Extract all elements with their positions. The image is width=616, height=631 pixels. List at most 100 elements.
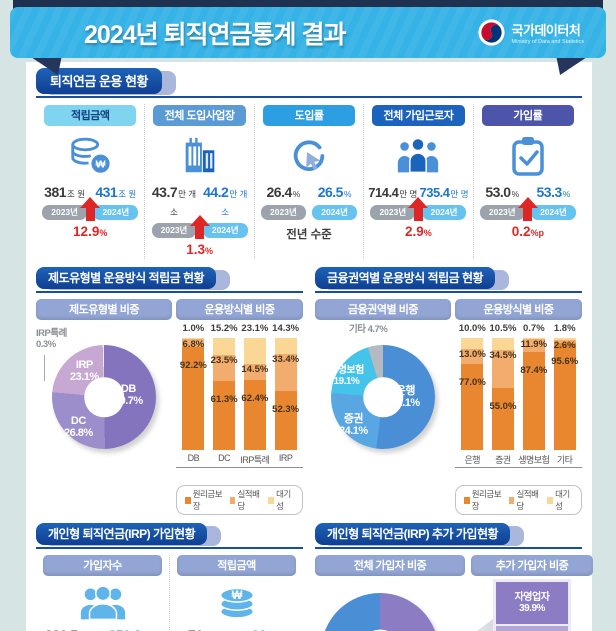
up-arrow-icon bbox=[517, 197, 539, 221]
prev-unit: 조 원 bbox=[67, 189, 86, 199]
bar-segment-label: 55.0% bbox=[489, 401, 517, 413]
header-band: 2024년 퇴직연금통계 결과 국가데이터처 Ministry of Data … bbox=[10, 7, 606, 58]
bar-category-label: IRP특례 bbox=[240, 455, 270, 465]
bar-top-label: 15.2% bbox=[210, 323, 238, 334]
section3-title: 금융권역별 운용방식 적립금 현황 bbox=[315, 267, 496, 289]
bar-segment bbox=[553, 338, 576, 341]
donut-label-securities: 증권 24.1% bbox=[339, 413, 368, 438]
section1-header: 퇴직연금 운용 현황 bbox=[36, 68, 582, 98]
donut-label-irp: IRP 23.1% bbox=[70, 359, 99, 384]
bar-segment: 2.6% bbox=[553, 340, 576, 351]
prev-value-block: 714.4만 명 2023년 bbox=[367, 184, 418, 220]
bar-segment bbox=[213, 338, 236, 356]
bar-column: 23.1% 14.5% 62.4% IRP특례 bbox=[240, 323, 271, 468]
section2-panel: 제도유형별 운용방식 적립금 현황 제도유형별 비중 DB 49.7% DC 26.… bbox=[36, 267, 303, 515]
prev-year-badge: 2023년 bbox=[479, 205, 525, 220]
bar-segment-label: 14.5% bbox=[241, 363, 269, 375]
change-rate: 0.2%p bbox=[511, 224, 544, 239]
bar-top-label: 14.3% bbox=[272, 323, 300, 334]
curr-value-block: 359.2만 명 2024년 bbox=[103, 627, 167, 631]
curr-value: 431 bbox=[95, 184, 118, 200]
total-subscribers-donut-chart bbox=[321, 593, 439, 631]
svg-text:₩: ₩ bbox=[231, 590, 242, 602]
bar-top-label: 23.1% bbox=[241, 323, 269, 334]
legend-swatch bbox=[464, 496, 470, 504]
change-rate: 1.3% bbox=[186, 242, 213, 257]
bar-segment-label: 87.4% bbox=[520, 365, 548, 377]
taegeuk-emblem-icon bbox=[477, 19, 505, 46]
bar-segment: 23.5% bbox=[210, 355, 238, 382]
curr-year-badge: 2024년 bbox=[531, 205, 576, 220]
prev-year-badge: 2023년 bbox=[42, 205, 87, 220]
target-cursor-icon bbox=[258, 130, 360, 182]
prev-value: 381 bbox=[44, 184, 67, 200]
kpi-values: 381조 원 2023년 431조 원 2024년 bbox=[39, 184, 141, 221]
workers-icon bbox=[367, 130, 469, 182]
bar-segment-label: 11.9% bbox=[520, 338, 548, 350]
change-note: 전년 수준 bbox=[286, 229, 332, 241]
curr-value-block: 26.5% 2024년 bbox=[309, 184, 360, 220]
bar-segment: 13.0% bbox=[459, 349, 486, 364]
change-rate: 2.9% bbox=[405, 224, 432, 239]
bar-segment: 61.3% bbox=[211, 381, 238, 450]
prev-value-block: 381조 원 2023년 bbox=[39, 184, 90, 220]
bar-segment: 33.4% bbox=[272, 354, 300, 392]
section4-header: 개인형 퇴직연금(IRP) 가입현황 bbox=[36, 523, 303, 549]
bar-category-label: IRP bbox=[278, 453, 293, 463]
bar-segment bbox=[274, 338, 297, 355]
coins-won-icon: ₩ bbox=[39, 130, 141, 182]
donut-label-etc: 기타 4.7% bbox=[349, 324, 388, 335]
prev-value-block: 76조 원 2023년 bbox=[173, 627, 237, 631]
kpi-card-row: 적립금액 ₩ 381조 원 2023년 bbox=[36, 104, 582, 259]
financial-sector-donut-block: 금융권역별 비중 은행 52.1% 증권 24.1% 생명보험 19.1% 기타 4.… bbox=[315, 299, 451, 515]
bar-top-label: 10.5% bbox=[489, 323, 517, 334]
bar-segment: 92.2% bbox=[180, 346, 207, 450]
bar-segment: 11.9% bbox=[520, 338, 548, 353]
bar-segment: 55.0% bbox=[489, 388, 517, 450]
x-axis bbox=[176, 467, 303, 468]
bar-top-label: 10.0% bbox=[458, 323, 486, 334]
stack-segment: 퇴직금제도38.8% bbox=[496, 626, 568, 631]
bar-column: 1.8% 2.6% 95.6% 기타 bbox=[549, 323, 580, 468]
curr-value-block: 99조 원 2024년 bbox=[237, 627, 301, 631]
section5-panel: 개인형 퇴직연금(IRP) 추가 가입현황 전체 가입자 비중 추가45.6% … bbox=[315, 523, 593, 631]
bar-top-label: 1.0% bbox=[182, 323, 205, 334]
kpi-card-header: 적립금액 bbox=[44, 105, 137, 126]
curr-year-badge: 2024년 bbox=[202, 223, 248, 238]
clipboard-check-icon bbox=[477, 130, 579, 182]
prev-value-block: 321.5만 명 2023년 bbox=[39, 627, 103, 631]
financial-sector-stacked-bar-chart: 10.0% 13.0% 77.0% 은행 10.5% 34.5% 55.0% 증권 0.7% 11… bbox=[455, 323, 582, 483]
section4-panel: 개인형 퇴직연금(IRP) 가입현황 가입자수 bbox=[36, 523, 303, 631]
bar-segment-label: 2.6% bbox=[553, 340, 576, 352]
bar-segment-label: 95.6% bbox=[551, 355, 579, 367]
total-subscribers-donut-block: 전체 가입자 비중 추가45.6% 기존54.4% bbox=[315, 555, 465, 631]
bar-category-label: 은행 bbox=[464, 455, 481, 465]
bar-segment-label: 23.5% bbox=[210, 355, 238, 367]
bars-subheader: 운용방식별 비중 bbox=[176, 299, 303, 320]
people-group-icon bbox=[39, 579, 166, 625]
card-subheader: 적립금액 bbox=[177, 555, 296, 576]
legend: 원리금보장 실적배당 대기성 bbox=[176, 485, 303, 515]
bar-category-label: 기타 bbox=[556, 455, 573, 465]
donut-label-dc: DC 26.8% bbox=[64, 415, 93, 440]
curr-value-block: 53.3% 2024년 bbox=[528, 184, 579, 220]
section2-header: 제도유형별 운용방식 적립금 현황 bbox=[36, 267, 303, 293]
bar-column: 1.0% 6.8% 92.2% DB bbox=[178, 323, 209, 468]
kpi-card-header: 가입률 bbox=[481, 105, 575, 126]
section3-header: 금융권역별 운용방식 적립금 현황 bbox=[315, 267, 582, 293]
agency-logo: 국가데이터처 Ministry of Data and Statistics bbox=[477, 19, 584, 46]
irp-reserve-card: 적립금액 ₩ 76조 원 2023 bbox=[169, 555, 303, 631]
bar-segment-label: 33.4% bbox=[272, 354, 300, 366]
change-rate: 12.9% bbox=[73, 224, 108, 239]
curr-unit: 조 원 bbox=[118, 189, 137, 199]
legend-swatch bbox=[508, 496, 515, 504]
bar-segment: 77.0% bbox=[459, 363, 486, 450]
kpi-card-header: 전체 가입근로자 bbox=[372, 105, 465, 126]
donut-label-db: DB 49.7% bbox=[114, 383, 143, 408]
prev-year-badge: 2023년 bbox=[151, 223, 197, 238]
bar-column: 10.0% 13.0% 77.0% 은행 bbox=[457, 323, 488, 468]
prev-year-badge: 2023년 bbox=[261, 205, 306, 220]
